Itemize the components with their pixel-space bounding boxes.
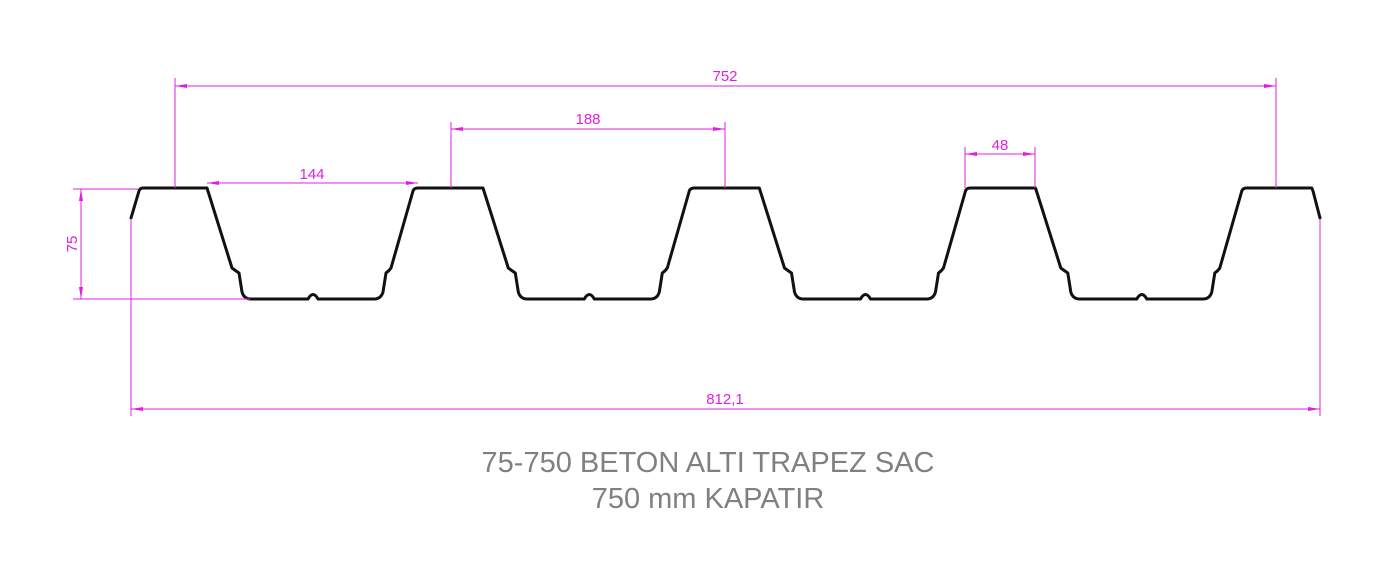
sheet-profile	[129, 186, 1322, 301]
arrow-right	[1264, 84, 1276, 88]
dimension-label-188: 188	[575, 111, 600, 128]
arrow-left	[131, 407, 143, 411]
arrow-right	[713, 127, 725, 131]
arrow-right	[1023, 152, 1035, 156]
title-line-1: 75-750 BETON ALTI TRAPEZ SAC	[482, 447, 935, 479]
dimension-144: 144	[207, 166, 418, 185]
arrow-right	[1308, 407, 1320, 411]
arrow-left	[175, 84, 187, 88]
dimension-188: 188	[450, 111, 726, 188]
dimension-label-812-1: 812,1	[706, 391, 744, 408]
dimension-label-75: 75	[64, 236, 81, 253]
arrow-left	[451, 127, 463, 131]
dimension-48: 48	[964, 137, 1036, 188]
arrow-left	[207, 181, 219, 185]
dimension-label-144: 144	[299, 166, 324, 183]
dimension-label-48: 48	[992, 137, 1009, 154]
title-line-2: 750 mm KAPATIR	[592, 483, 825, 515]
arrow-bottom	[79, 287, 83, 299]
dimension-label-752: 752	[712, 68, 737, 85]
arrow-left	[965, 152, 977, 156]
arrow-right	[406, 181, 418, 185]
dimension-812-1: 812,1	[130, 220, 1321, 416]
dimension-75: 75	[64, 188, 250, 300]
arrow-top	[79, 189, 83, 201]
dimension-752: 752	[174, 68, 1277, 188]
